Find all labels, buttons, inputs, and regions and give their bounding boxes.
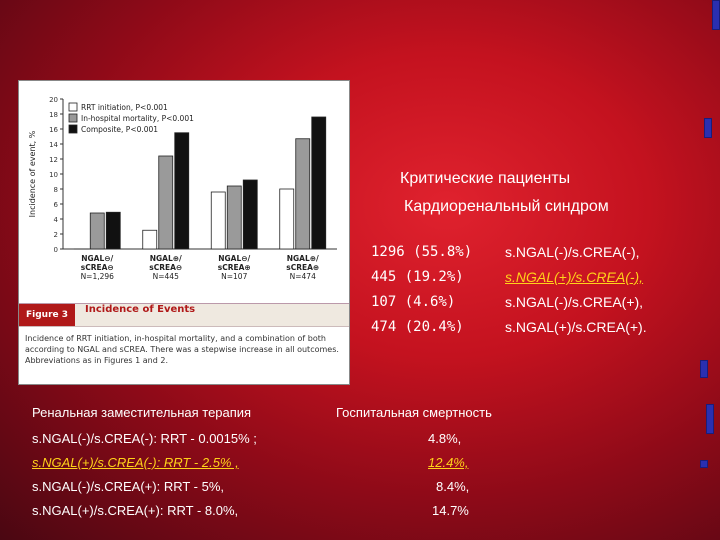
figure-panel: 0 2 4 6 8 10 12 14 16 18 20 Incidence of event, % R… <box>18 80 350 385</box>
figure-title: Incidence of Events <box>85 304 196 315</box>
bar <box>89 212 105 250</box>
category-label: sCREA⊕ <box>218 263 251 272</box>
decor-bar <box>706 404 714 434</box>
category-label: NGAL⊕/ <box>150 254 182 263</box>
bar <box>242 179 258 250</box>
y-tick-label: 10 <box>49 171 58 179</box>
group-label: s.NGAL(+)/s.CREA(-), <box>505 269 644 285</box>
figure-tag: Figure 3 <box>19 304 75 326</box>
category-label: sCREA⊖ <box>149 263 182 272</box>
y-tick-label: 8 <box>54 186 58 194</box>
rrt-row: s.NGAL(-)/s.CREA(+): RRT - 5%, <box>32 479 225 494</box>
bar <box>174 132 190 250</box>
decor-bar <box>712 0 720 30</box>
rrt-title: Ренальная заместительная терапия <box>32 405 252 420</box>
legend-entry: Composite, P<0.001 <box>81 125 158 134</box>
y-axis-label: Incidence of event, % <box>28 130 37 217</box>
heading-line-2: Кардиоренальный синдром <box>404 198 609 215</box>
decor-bar <box>704 118 712 138</box>
category-n: N=474 <box>290 272 316 281</box>
category-label: NGAL⊖/ <box>81 254 113 263</box>
mortality-row: 4.8%, <box>428 431 462 446</box>
rrt-row: s.NGAL(+)/s.CREA(+): RRT - 8.0%, <box>32 503 239 518</box>
category-label: NGAL⊕/ <box>287 254 319 263</box>
bar <box>311 116 327 250</box>
mortality-title: Госпитальная смертность <box>336 405 492 420</box>
y-tick-label: 14 <box>49 141 58 149</box>
y-tick-label: 4 <box>54 216 59 224</box>
category-n: N=1,296 <box>81 272 115 281</box>
category-n: N=445 <box>153 272 179 281</box>
decor-bar <box>700 360 708 378</box>
group-count: 1296 (55.8%) <box>371 244 473 260</box>
legend-swatch <box>68 113 78 123</box>
group-count: 474 (20.4%) <box>371 319 464 335</box>
y-tick-label: 2 <box>54 231 58 239</box>
y-tick-label: 20 <box>49 96 58 104</box>
y-tick-label: 6 <box>54 201 59 209</box>
figure-caption-bar: Figure 3 Incidence of Events <box>19 303 349 327</box>
group-count: 107 (4.6%) <box>371 294 456 310</box>
legend-swatch <box>68 124 78 134</box>
legend-entry: RRT initiation, P<0.001 <box>81 103 168 112</box>
legend-swatch <box>68 102 78 112</box>
group-count: 445 (19.2%) <box>371 269 464 285</box>
bar <box>210 191 226 250</box>
heading-line-1: Критические пациенты <box>400 170 571 187</box>
category-n: N=107 <box>221 272 247 281</box>
y-tick-label: 12 <box>49 156 58 164</box>
y-tick-label: 18 <box>49 111 58 119</box>
group-label: s.NGAL(+)/s.CREA(+). <box>505 319 647 335</box>
category-label: sCREA⊖ <box>81 263 114 272</box>
category-label: NGAL⊖/ <box>218 254 250 263</box>
bar <box>158 155 174 250</box>
bar <box>105 211 121 250</box>
bar-chart: 0 2 4 6 8 10 12 14 16 18 20 Incidence of event, % R… <box>28 96 337 281</box>
bar <box>279 188 295 250</box>
legend-entry: In-hospital mortality, P<0.001 <box>81 114 194 123</box>
bar <box>226 185 242 250</box>
bar <box>142 229 158 250</box>
mortality-row: 12.4%, <box>428 455 469 470</box>
bar <box>295 138 311 250</box>
group-label: s.NGAL(-)/s.CREA(+), <box>505 294 644 310</box>
group-label: s.NGAL(-)/s.CREA(-), <box>505 244 640 260</box>
mortality-row: 8.4%, <box>436 479 470 494</box>
category-label: sCREA⊕ <box>286 263 319 272</box>
decor-bar <box>700 460 708 468</box>
figure-description: Incidence of RRT initiation, in-hospital… <box>25 334 339 365</box>
rrt-row: s.NGAL(-)/s.CREA(-): RRT - 0.0015% ; <box>32 431 257 446</box>
y-tick-label: 16 <box>49 126 58 134</box>
y-tick-label: 0 <box>54 246 58 254</box>
mortality-row: 14.7% <box>432 503 469 518</box>
rrt-row: s.NGAL(+)/s.CREA(-): RRT - 2.5% , <box>32 455 239 470</box>
